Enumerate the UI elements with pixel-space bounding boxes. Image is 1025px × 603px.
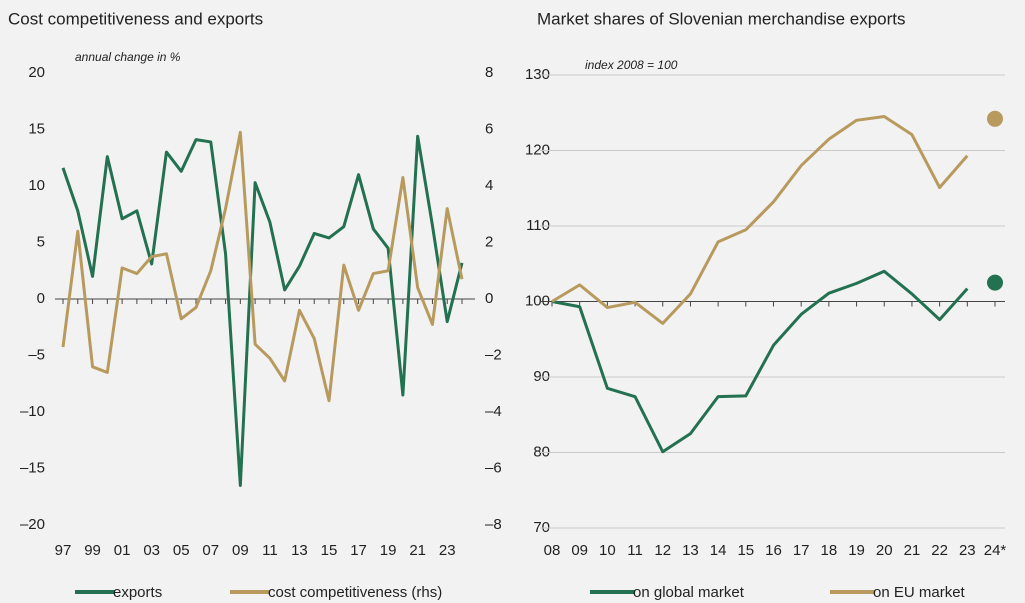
x-tick-label: 09 — [571, 542, 588, 559]
y2-tick-label: –2 — [485, 346, 502, 363]
y2-tick-label: 8 — [485, 64, 493, 81]
data-line — [551, 269, 969, 454]
x-tick-label: 10 — [599, 542, 616, 559]
x-tick-label: 12 — [654, 542, 671, 559]
chart-title: Market shares of Slovenian merchandise e… — [537, 9, 906, 28]
x-tick-label: 03 — [143, 542, 160, 559]
x-tick-label: 19 — [848, 542, 865, 559]
y-tick-label: 10 — [28, 177, 45, 194]
data-line — [61, 130, 464, 403]
y-tick-label: –10 — [20, 403, 45, 420]
y-tick-label: –20 — [20, 516, 45, 533]
y-tick-label: 130 — [525, 66, 550, 83]
y2-tick-label: 0 — [485, 290, 493, 307]
y-tick-label: 120 — [525, 141, 550, 158]
y2-tick-label: 6 — [485, 120, 493, 137]
x-tick-label: 11 — [627, 542, 643, 559]
data-point — [987, 110, 1003, 127]
y-tick-label: –15 — [20, 459, 45, 476]
chart-title: Cost competitiveness and exports — [8, 9, 263, 28]
x-tick-label: 20 — [876, 542, 893, 559]
x-tick-label: 97 — [55, 542, 72, 559]
chart-subtitle: annual change in % — [75, 50, 181, 64]
y-tick-label: 0 — [37, 290, 45, 307]
x-tick-label: 14 — [710, 542, 727, 559]
y-tick-label: 100 — [525, 292, 550, 309]
x-tick-label: 07 — [202, 542, 219, 559]
x-tick-label: 13 — [682, 542, 699, 559]
x-tick-label: 23 — [959, 542, 976, 559]
x-tick-label: 05 — [173, 542, 190, 559]
chart-subtitle: index 2008 = 100 — [585, 58, 678, 72]
data-line — [551, 115, 969, 325]
x-tick-label: 24* — [984, 542, 1007, 559]
y2-tick-label: –8 — [485, 516, 502, 533]
legend-label: on global market — [633, 584, 745, 601]
y-tick-label: –5 — [28, 346, 45, 363]
x-tick-label: 13 — [291, 542, 308, 559]
y-tick-label: 110 — [526, 217, 550, 234]
x-tick-label: 99 — [84, 542, 101, 559]
x-tick-label: 23 — [439, 542, 456, 559]
y2-tick-label: –6 — [485, 459, 502, 476]
x-tick-label: 17 — [793, 542, 810, 559]
x-tick-label: 01 — [114, 542, 131, 559]
y-tick-label: 15 — [28, 120, 45, 137]
y2-tick-label: 4 — [485, 177, 493, 194]
x-tick-label: 21 — [904, 542, 921, 559]
x-tick-label: 17 — [350, 542, 367, 559]
x-tick-label: 21 — [409, 542, 426, 559]
y2-tick-label: 2 — [485, 233, 493, 250]
data-line — [61, 134, 464, 487]
y-tick-label: 80 — [533, 443, 550, 460]
legend-label: cost competitiveness (rhs) — [268, 584, 442, 601]
y-tick-label: 90 — [533, 368, 550, 385]
x-tick-label: 15 — [321, 542, 338, 559]
x-tick-label: 22 — [931, 542, 948, 559]
x-tick-label: 18 — [821, 542, 838, 559]
legend-label: on EU market — [873, 584, 966, 601]
y-tick-label: 5 — [37, 233, 45, 250]
x-tick-label: 09 — [232, 542, 249, 559]
y-tick-label: 70 — [533, 519, 550, 536]
x-tick-label: 08 — [544, 542, 561, 559]
x-tick-label: 16 — [765, 542, 782, 559]
data-point — [987, 274, 1003, 291]
y-tick-label: 20 — [28, 64, 45, 81]
x-tick-label: 15 — [737, 542, 754, 559]
y2-tick-label: –4 — [485, 403, 502, 420]
legend-label: exports — [113, 584, 162, 601]
x-tick-label: 19 — [380, 542, 397, 559]
x-tick-label: 11 — [262, 542, 278, 559]
